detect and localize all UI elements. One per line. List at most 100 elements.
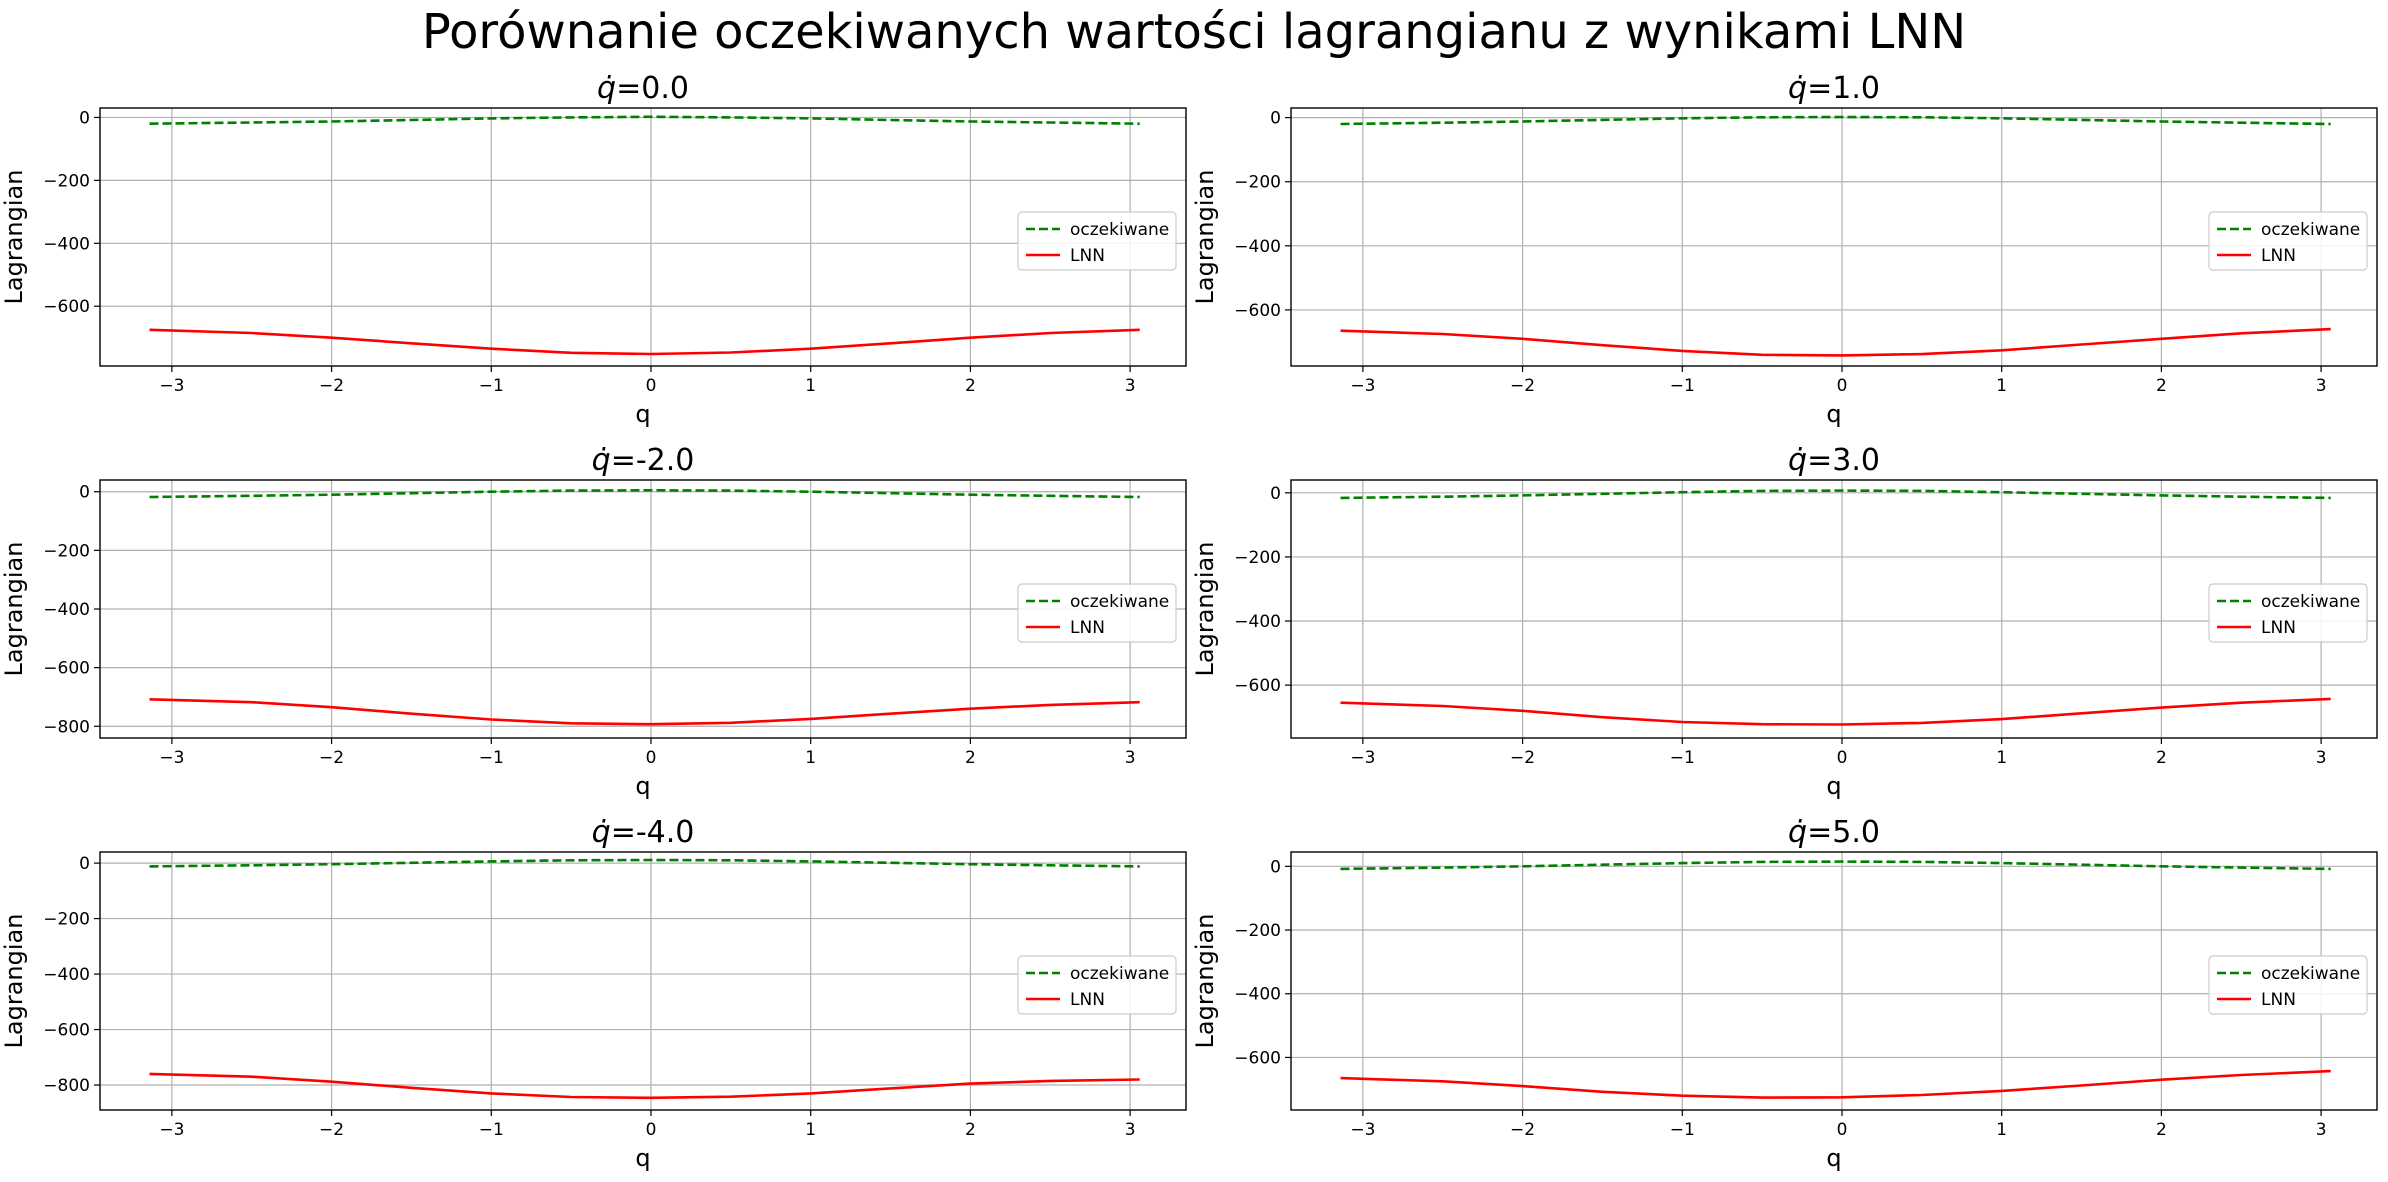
y-tick-label: 0	[79, 483, 90, 503]
y-tick-label: −200	[1234, 173, 1281, 193]
x-axis-label: q	[1826, 772, 1841, 800]
x-tick-label: 1	[805, 376, 816, 396]
legend-label: oczekiwane	[2261, 592, 2360, 612]
legend-label: oczekiwane	[1070, 964, 1169, 984]
x-tick-label: 1	[1996, 748, 2007, 768]
legend-label: oczekiwane	[1070, 220, 1169, 240]
y-tick-label: −200	[43, 171, 90, 191]
x-tick-label: 2	[2156, 1120, 2167, 1140]
x-tick-label: 2	[2156, 376, 2167, 396]
x-tick-label: 0	[1837, 1120, 1848, 1140]
subplot-title: q̇=3.0	[1788, 443, 1880, 478]
x-tick-label: −2	[319, 748, 344, 768]
axes-frame	[1290, 107, 2378, 367]
x-tick-label: −2	[319, 1120, 344, 1140]
y-axis-label: Lagrangian	[0, 542, 28, 677]
subplot-5: −3 −2 −1 0 1 2 3 0 −200 −400 −600 −800 q Lagrangian q̇…	[0, 815, 1187, 1172]
x-axis-label: q	[635, 400, 650, 428]
series-line-lnn	[149, 1072, 1140, 1100]
x-tick-label: 3	[2316, 376, 2327, 396]
legend-label: oczekiwane	[1070, 592, 1169, 612]
series-line-oczekiwane	[1340, 489, 2331, 500]
x-tick-label: −1	[1670, 748, 1695, 768]
y-tick-label: −200	[1234, 921, 1281, 941]
title-variable: q̇	[592, 443, 611, 478]
series-line-lnn	[149, 328, 1140, 356]
subplot-title: q̇=-2.0	[592, 443, 695, 478]
x-tick-label: −3	[159, 1120, 184, 1140]
subplot-1: −3 −2 −1 0 1 2 3 0 −200 −400 −600 q Lagrangian q̇=0.0…	[0, 71, 1187, 428]
legend: oczekiwane LNN	[2208, 955, 2368, 1015]
subplot-title: q̇=5.0	[1788, 815, 1880, 850]
y-tick-label: −800	[43, 1076, 90, 1096]
y-tick-label: −600	[1234, 1048, 1281, 1068]
legend-label: LNN	[1070, 990, 1105, 1010]
legend: oczekiwane LNN	[2208, 583, 2368, 643]
series-line-oczekiwane	[1340, 115, 2331, 126]
legend: oczekiwane LNN	[1017, 211, 1177, 271]
title-value: =0.0	[616, 71, 689, 106]
title-variable: q̇	[1788, 443, 1807, 478]
legend-label: LNN	[1070, 246, 1105, 266]
axes-frame	[1290, 479, 2378, 739]
x-axis-label: q	[1826, 1144, 1841, 1172]
legend-label: LNN	[2261, 618, 2296, 638]
x-tick-label: 1	[805, 748, 816, 768]
x-tick-label: 2	[965, 748, 976, 768]
subplot-4: −3 −2 −1 0 1 2 3 0 −200 −400 −600 q Lagrangian q̇=3.0…	[1191, 443, 2378, 800]
x-tick-label: 0	[1837, 748, 1848, 768]
x-tick-label: 0	[646, 1120, 657, 1140]
axes-frame	[1290, 851, 2378, 1111]
y-tick-label: −200	[1234, 548, 1281, 568]
y-axis-label: Lagrangian	[1191, 914, 1219, 1049]
x-tick-label: 3	[1125, 748, 1136, 768]
x-tick-label: 2	[965, 1120, 976, 1140]
y-tick-label: −400	[43, 234, 90, 254]
y-tick-label: 0	[1270, 857, 1281, 877]
y-tick-label: −800	[43, 717, 90, 737]
legend-label: oczekiwane	[2261, 964, 2360, 984]
title-variable: q̇	[592, 815, 611, 850]
subplot-title: q̇=1.0	[1788, 71, 1880, 106]
subplot-title: q̇=0.0	[597, 71, 689, 106]
x-tick-label: −2	[1510, 1120, 1535, 1140]
x-tick-label: −1	[479, 1120, 504, 1140]
title-value: =5.0	[1807, 815, 1880, 850]
x-tick-label: −2	[1510, 376, 1535, 396]
legend-label: oczekiwane	[2261, 220, 2360, 240]
subplot-6: −3 −2 −1 0 1 2 3 0 −200 −400 −600 q Lagrangian q̇=5.0…	[1191, 815, 2378, 1172]
x-tick-label: −3	[1350, 1120, 1375, 1140]
y-tick-label: −400	[43, 965, 90, 985]
y-tick-label: 0	[79, 108, 90, 128]
x-tick-label: 1	[805, 1120, 816, 1140]
subplot-2: −3 −2 −1 0 1 2 3 0 −200 −400 −600 q Lagrangian q̇=1.0…	[1191, 71, 2378, 428]
legend: oczekiwane LNN	[2208, 211, 2368, 271]
x-tick-label: 2	[965, 376, 976, 396]
x-tick-label: 0	[1837, 376, 1848, 396]
y-tick-label: −600	[1234, 676, 1281, 696]
title-variable: q̇	[1788, 815, 1807, 850]
x-tick-label: 1	[1996, 376, 2007, 396]
y-axis-label: Lagrangian	[0, 170, 28, 305]
title-value: =3.0	[1807, 443, 1880, 478]
y-tick-label: −600	[1234, 301, 1281, 321]
x-tick-label: −3	[159, 376, 184, 396]
legend-label: LNN	[2261, 246, 2296, 266]
x-axis-label: q	[1826, 400, 1841, 428]
x-tick-label: 3	[2316, 1120, 2327, 1140]
axes-frame	[99, 851, 1187, 1111]
x-tick-label: −1	[479, 748, 504, 768]
y-tick-label: −600	[43, 1021, 90, 1041]
x-tick-label: −3	[1350, 748, 1375, 768]
x-tick-label: −3	[159, 748, 184, 768]
series-line-oczekiwane	[149, 858, 1140, 868]
y-tick-label: −400	[43, 600, 90, 620]
x-tick-label: −3	[1350, 376, 1375, 396]
legend-label: LNN	[2261, 990, 2296, 1010]
title-variable: q̇	[597, 71, 616, 106]
y-tick-label: 0	[1270, 484, 1281, 504]
legend-label: LNN	[1070, 618, 1105, 638]
x-tick-label: 2	[2156, 748, 2167, 768]
y-tick-label: −600	[43, 297, 90, 317]
